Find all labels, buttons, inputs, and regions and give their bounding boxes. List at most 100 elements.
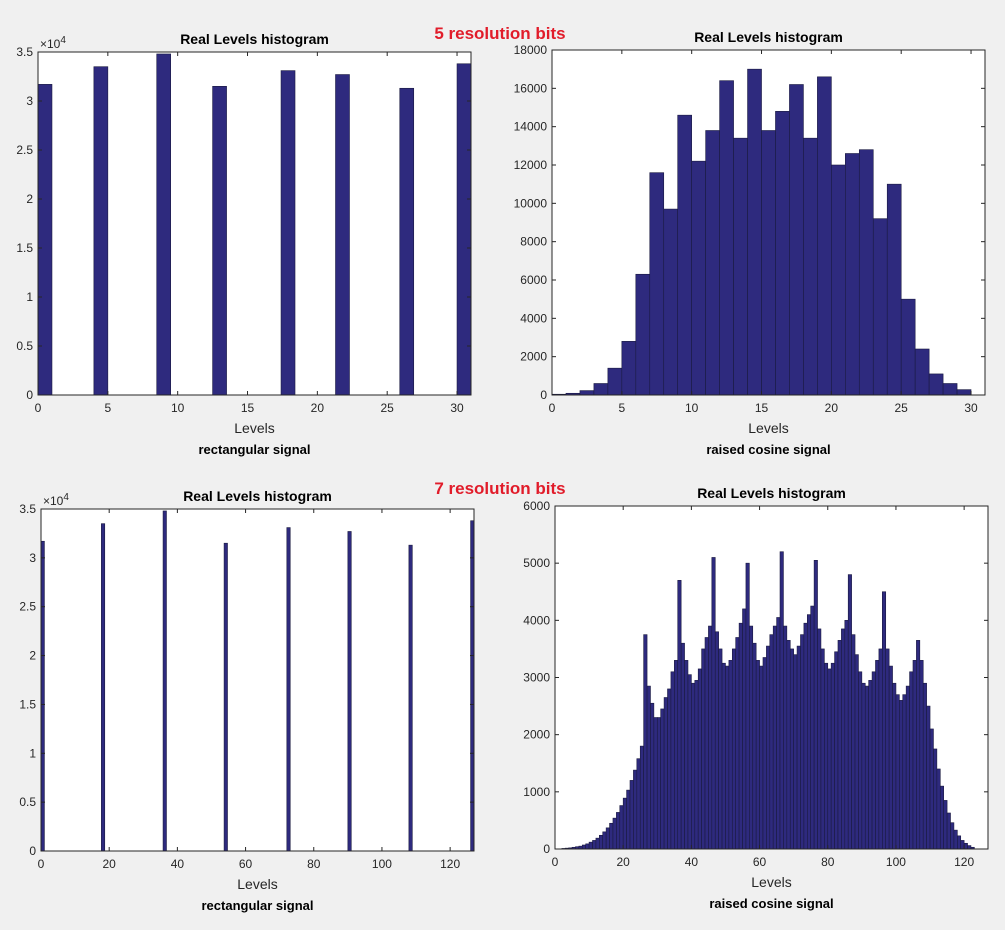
chart-2-x-tick-label: 30 [964, 401, 978, 415]
chart-1-x-tick-label: 20 [311, 401, 325, 415]
chart-4-bar [629, 780, 634, 850]
chart-1-bar [156, 53, 171, 396]
chart-4-bar [633, 769, 638, 850]
chart-4-bar [837, 640, 842, 850]
chart-4-bar [599, 834, 604, 850]
chart-3-title: Real Levels histogram [183, 488, 332, 504]
chart-3-y-tick-label: 0 [29, 844, 36, 858]
chart-4-bar [957, 835, 962, 850]
chart-4-bar [592, 840, 597, 850]
chart-2-bar [817, 76, 832, 396]
chart-2-y-tick-label: 16000 [514, 81, 548, 95]
chart-4-caption: raised cosine signal [709, 896, 833, 911]
chart-4-y-tick-label: 0 [543, 842, 550, 856]
chart-4-x-tick-label: 20 [617, 855, 631, 869]
chart-4-bar [581, 844, 586, 850]
chart-1-axes-frame [37, 51, 472, 396]
chart-4-bar [810, 605, 815, 850]
chart-4-bar [728, 660, 733, 850]
chart-4-bar [701, 648, 706, 850]
chart-2-bar [803, 137, 818, 396]
chart-4-bar [585, 843, 590, 850]
chart-3-x-tick-label: 60 [239, 857, 253, 871]
chart-4-bar [731, 648, 736, 850]
chart-4-bar [892, 682, 897, 850]
chart-2-y-tick-label: 14000 [514, 120, 548, 134]
chart-4-bar [605, 827, 610, 850]
chart-4-bar [864, 685, 869, 850]
chart-4-bar [899, 700, 904, 850]
chart-1-bar [93, 66, 109, 396]
chart-2-bar [900, 298, 916, 396]
chart-4-y-tick-label: 2000 [523, 728, 550, 742]
chart-4-bar [772, 625, 777, 850]
chart-4-y-tick-label: 4000 [523, 613, 550, 627]
chart-2-bar [928, 373, 944, 396]
chart-2-bar [872, 218, 888, 396]
chart-3-y-tick-label: 1 [29, 746, 36, 760]
chart-4-bar [861, 682, 866, 850]
chart-2-bar [593, 383, 609, 396]
chart-1-y-tick-label: 2 [26, 192, 33, 206]
chart-4-y-tick-label: 6000 [523, 499, 550, 513]
chart-2-axes-frame [551, 49, 986, 396]
chart-4-bar [626, 789, 631, 850]
chart-1-y-tick-label: 1.5 [16, 241, 33, 255]
chart-4-bar [660, 708, 665, 850]
chart-3-bar [347, 531, 352, 852]
chart-4-bar [858, 671, 863, 850]
chart-1-x-tick-label: 0 [35, 401, 42, 415]
chart-1-x-tick-label: 15 [241, 401, 255, 415]
chart-1-title: Real Levels histogram [180, 31, 329, 47]
chart-4-bar [854, 654, 859, 850]
chart-4-bar [725, 665, 730, 850]
chart-2-title: Real Levels histogram [694, 29, 843, 45]
chart-2-bar [858, 149, 874, 396]
chart-4-bar [789, 648, 794, 850]
chart-4-bar [929, 728, 934, 850]
chart-2-y-tick-label: 4000 [520, 311, 547, 325]
chart-4-bar [895, 694, 900, 850]
chart-4-bar [796, 645, 801, 850]
chart-3-axes-frame [40, 508, 475, 852]
chart-4-bar [922, 682, 927, 850]
header-7-bits: 7 resolution bits [434, 479, 565, 498]
chart-4-bar [674, 660, 679, 850]
chart-4-bar [708, 625, 713, 850]
chart-1-y-tick-label: 1 [26, 290, 33, 304]
chart-4-bar [786, 640, 791, 850]
chart-3-y-tick-label: 1.5 [19, 697, 36, 711]
chart-4-bar [830, 662, 835, 850]
chart-3-bar [470, 520, 475, 852]
chart-4-xlabel: Levels [751, 874, 791, 890]
chart-4-bar [704, 637, 709, 850]
chart-3-plot-area [41, 509, 474, 851]
chart-4-bar [950, 822, 955, 850]
chart-3-y-tick-label: 3.5 [19, 502, 36, 516]
chart-3-x-tick-label: 120 [440, 857, 460, 871]
chart-4-bar [762, 657, 767, 850]
chart-4-bar [643, 634, 648, 850]
chart-3-xlabel: Levels [237, 876, 277, 892]
chart-4-x-tick-label: 40 [685, 855, 699, 869]
chart-4-x-tick-label: 100 [886, 855, 906, 869]
chart-1-plot-area [38, 52, 471, 395]
chart-2-bar [649, 172, 665, 396]
chart-4-bar [653, 717, 658, 850]
chart-3-bar [162, 510, 167, 852]
chart-2-bar [775, 111, 790, 396]
chart-2-x-tick-label: 25 [895, 401, 909, 415]
chart-4-y-tick-label: 3000 [523, 671, 550, 685]
chart-4-bar [824, 662, 829, 850]
chart-4-bar [806, 614, 812, 850]
chart-1-y-tick-label: 0.5 [16, 339, 33, 353]
chart-4-bar [691, 682, 696, 850]
chart-4-bar [926, 705, 931, 850]
chart-2-bar [677, 114, 692, 396]
chart-4-bar [755, 660, 760, 850]
chart-1-y-tick-label: 2.5 [16, 143, 33, 157]
chart-2-y-tick-label: 0 [540, 388, 547, 402]
chart-4-bar [718, 648, 723, 850]
chart-1-y-tick-label: 3 [26, 94, 33, 108]
